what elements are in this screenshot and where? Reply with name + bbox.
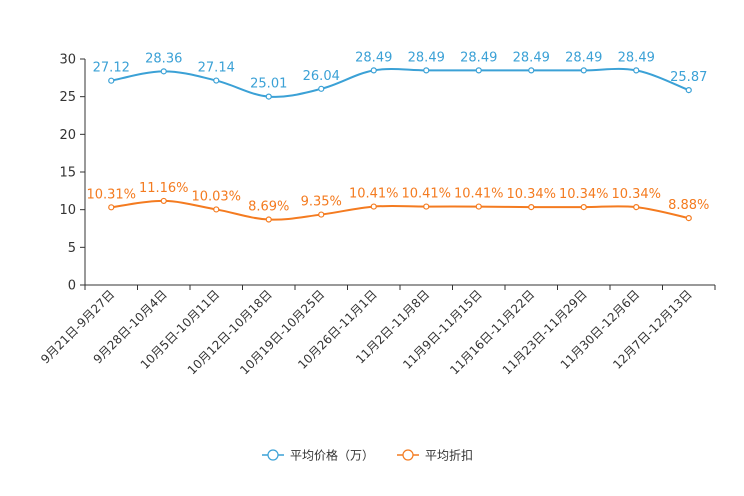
legend-marker-icon: [267, 449, 279, 461]
y-tick-label: 5: [68, 241, 76, 256]
data-point[interactable]: [108, 77, 115, 84]
legend-marker-icon: [402, 449, 414, 461]
data-label: 27.12: [93, 61, 130, 76]
data-point[interactable]: [265, 93, 272, 100]
data-point[interactable]: [685, 215, 692, 222]
data-label: 28.49: [460, 50, 497, 65]
data-label: 28.49: [618, 50, 655, 65]
data-point[interactable]: [528, 67, 535, 74]
data-point[interactable]: [633, 204, 640, 211]
data-point[interactable]: [213, 206, 220, 213]
data-point[interactable]: [318, 85, 325, 92]
data-label: 28.36: [145, 51, 182, 66]
y-tick-label: 0: [68, 279, 76, 294]
data-label: 10.34%: [506, 187, 556, 202]
data-point[interactable]: [370, 203, 377, 210]
data-label: 10.41%: [349, 187, 399, 202]
data-point[interactable]: [475, 67, 482, 74]
y-tick-label: 20: [59, 128, 76, 143]
legend[interactable]: 平均价格（万） 平均折扣: [262, 448, 473, 463]
series-line-1: [111, 67, 690, 98]
y-tick-label: 10: [59, 203, 76, 218]
data-label: 28.49: [408, 50, 445, 65]
y-tick-label: 15: [59, 166, 76, 181]
data-label: 28.49: [513, 50, 550, 65]
data-label: 25.87: [670, 70, 707, 85]
data-label: 10.03%: [191, 189, 241, 204]
data-label: 8.69%: [248, 200, 289, 215]
data-label: 10.41%: [454, 187, 504, 202]
legend-item-1[interactable]: 平均价格（万）: [262, 448, 374, 463]
axes: 0510152025309月21日-9月27日9月28日-10月4日10月5日-…: [38, 53, 716, 377]
data-label: 10.34%: [611, 187, 661, 202]
data-point[interactable]: [370, 67, 377, 74]
data-label: 11.16%: [139, 181, 189, 196]
data-label: 25.01: [250, 77, 287, 92]
data-label: 10.31%: [86, 187, 136, 202]
data-label: 28.49: [355, 50, 392, 65]
legend-label: 平均折扣: [425, 448, 473, 463]
data-label: 26.04: [303, 69, 340, 84]
legend-item-2[interactable]: 平均折扣: [397, 448, 473, 463]
data-point[interactable]: [160, 68, 167, 75]
data-label: 27.14: [198, 61, 235, 76]
series-group: [108, 67, 692, 223]
data-point[interactable]: [318, 211, 325, 218]
y-tick-label: 30: [59, 53, 76, 68]
data-point[interactable]: [475, 203, 482, 210]
data-point[interactable]: [580, 204, 587, 211]
data-point[interactable]: [633, 67, 640, 74]
data-point[interactable]: [423, 67, 430, 74]
data-point[interactable]: [108, 204, 115, 211]
y-tick-label: 25: [59, 90, 76, 105]
data-label: 10.34%: [559, 187, 609, 202]
data-point[interactable]: [580, 67, 587, 74]
data-point[interactable]: [528, 204, 535, 211]
data-point[interactable]: [265, 216, 272, 223]
data-point[interactable]: [423, 203, 430, 210]
data-label: 10.41%: [401, 187, 451, 202]
data-label: 28.49: [565, 50, 602, 65]
data-label: 8.88%: [668, 198, 709, 213]
data-point[interactable]: [160, 197, 167, 205]
data-label: 9.35%: [301, 195, 342, 210]
data-point[interactable]: [685, 87, 692, 94]
data-point[interactable]: [213, 77, 220, 84]
legend-label: 平均价格（万）: [290, 448, 374, 463]
series-line-2: [111, 199, 689, 221]
data-labels: 27.12 28.36 27.14 25.01 26.04 28.49 28.49 28.49…: [86, 50, 709, 214]
